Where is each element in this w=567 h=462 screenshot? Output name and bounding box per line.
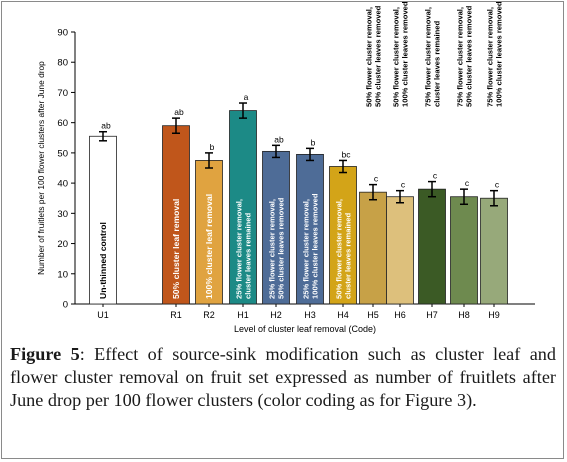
bar-label: 50% cluster leaf removal bbox=[171, 199, 181, 299]
x-tick-label: H9 bbox=[488, 310, 500, 320]
x-tick-label: H4 bbox=[337, 310, 349, 320]
bar-label-line: cluster leaves remained bbox=[344, 213, 353, 299]
x-tick-label: U1 bbox=[97, 310, 109, 320]
bar-label-line: 50% cluster leaf removal bbox=[171, 199, 181, 299]
x-tick-label: H7 bbox=[426, 310, 438, 320]
significance-letter: c bbox=[401, 180, 406, 190]
bar-label-line: 75% flower cluster removal, bbox=[424, 7, 433, 107]
bar-label-line: 25% flower cluster removal, bbox=[302, 199, 311, 299]
bar-label: 75% flower cluster removal, cluster leave… bbox=[424, 7, 442, 107]
bar-label: 100% cluster leaf removal bbox=[204, 194, 214, 299]
bar-label-line: 50% cluster leaves removed bbox=[374, 5, 383, 107]
bar-label: 50% flower cluster removal, cluster leave… bbox=[335, 199, 353, 299]
figure-caption: Figure 5: Effect of source-sink modifica… bbox=[10, 343, 556, 412]
bar-label-line: 25% flower cluster removal, bbox=[268, 199, 277, 299]
bar bbox=[296, 153, 324, 305]
bar-label-line: 75% flower cluster removal, bbox=[456, 7, 465, 107]
x-tick-label: H2 bbox=[270, 310, 282, 320]
bar-label-line: 25% flower cluster removal, bbox=[235, 199, 244, 299]
bar-label: 25% flower cluster removal, cluster leave… bbox=[235, 199, 253, 299]
chart-axes: 0 10 20 30 40 50 60 70 80 90 U1 R1 R2 H1 H2 H3 H4 H5 H6 H7 H… bbox=[57, 28, 535, 320]
bar-chart: 0 10 20 30 40 50 60 70 80 90 U1 R1 R2 H1 H2 H3 H4 H5 H6 H7 H… bbox=[36, 1, 535, 334]
y-tick-label: 80 bbox=[57, 58, 68, 69]
bar bbox=[359, 191, 387, 305]
significance-letter: c bbox=[495, 180, 500, 190]
bar bbox=[229, 110, 257, 305]
y-tick-label: 10 bbox=[57, 269, 68, 280]
bar-label-line: 100% cluster leaves removed bbox=[401, 1, 410, 107]
bar-label-line: 100% cluster leaves removed bbox=[495, 1, 504, 107]
significance-letter: ab bbox=[101, 121, 111, 131]
bar-label: 75% flower cluster removal, 50% cluster l… bbox=[456, 5, 474, 107]
bar-label-line: 50% flower cluster removal, bbox=[392, 7, 401, 107]
x-tick-label: H8 bbox=[458, 310, 470, 320]
y-tick-label: 0 bbox=[63, 300, 68, 311]
bar-label: 75% flower cluster removal, 100% cluster … bbox=[486, 1, 504, 107]
y-tick-label: 40 bbox=[57, 179, 68, 190]
bar-label: 25% flower cluster removal, 100% cluster … bbox=[302, 193, 320, 299]
significance-letter: b bbox=[210, 142, 215, 152]
x-axis-title: Level of cluster leaf removal (Code) bbox=[234, 324, 376, 334]
bar-label-line: cluster leaves remained bbox=[244, 213, 253, 299]
y-tick-label: 20 bbox=[57, 239, 68, 250]
bar bbox=[450, 196, 478, 305]
significance-letter: bc bbox=[342, 149, 352, 159]
caption-figure-label: Figure 5 bbox=[10, 344, 80, 364]
bar-label-line: Un-thinned control bbox=[98, 222, 108, 299]
caption-text: : Effect of source-sink modification suc… bbox=[10, 344, 556, 410]
bar bbox=[195, 160, 223, 305]
bar-label-line: 50% cluster leaves removed bbox=[277, 197, 286, 299]
bar-label-line: 100% cluster leaves removed bbox=[311, 193, 320, 299]
bar-label-line: cluster leaves remained bbox=[433, 21, 442, 107]
significance-letter: b bbox=[311, 137, 316, 147]
significance-letter: c bbox=[465, 178, 470, 188]
significance-letter: ab bbox=[274, 134, 284, 144]
bar bbox=[262, 150, 290, 305]
bar-label: 25% flower cluster removal, 50% cluster l… bbox=[268, 197, 286, 299]
bar-label-line: 50% flower cluster removal, bbox=[335, 199, 344, 299]
bar-label-line: 50% cluster leaves removed bbox=[465, 5, 474, 107]
y-tick-label: 70 bbox=[57, 88, 68, 99]
bar-label: Un-thinned control bbox=[98, 222, 108, 299]
x-tick-label: H5 bbox=[367, 310, 379, 320]
bar-label-line: 100% cluster leaf removal bbox=[204, 194, 214, 299]
bar bbox=[480, 197, 508, 305]
bar-label: 50% flower cluster removal, 50% cluster l… bbox=[365, 5, 383, 107]
x-tick-label: H3 bbox=[304, 310, 316, 320]
y-tick-label: 50 bbox=[57, 148, 68, 159]
bar-label-line: 75% flower cluster removal, bbox=[486, 7, 495, 107]
significance-letter: c bbox=[433, 171, 438, 181]
x-tick-label: R2 bbox=[203, 310, 215, 320]
bar-label: 50% flower cluster removal, 100% cluster … bbox=[392, 1, 410, 107]
x-tick-label: R1 bbox=[170, 310, 182, 320]
y-tick-label: 60 bbox=[57, 118, 68, 129]
bar bbox=[418, 188, 446, 305]
y-tick-label: 90 bbox=[57, 28, 68, 39]
y-tick-label: 30 bbox=[57, 209, 68, 220]
x-tick-label: H6 bbox=[394, 310, 406, 320]
significance-letter: a bbox=[244, 92, 249, 102]
significance-letter: ab bbox=[174, 107, 184, 117]
bar-label-line: 50% flower cluster removal, bbox=[365, 7, 374, 107]
x-tick-label: H1 bbox=[237, 310, 249, 320]
bar bbox=[386, 196, 414, 305]
significance-letter: c bbox=[374, 174, 379, 184]
y-axis-title: Number of fruitlets per 100 flower clust… bbox=[36, 61, 46, 275]
bar bbox=[89, 135, 117, 305]
